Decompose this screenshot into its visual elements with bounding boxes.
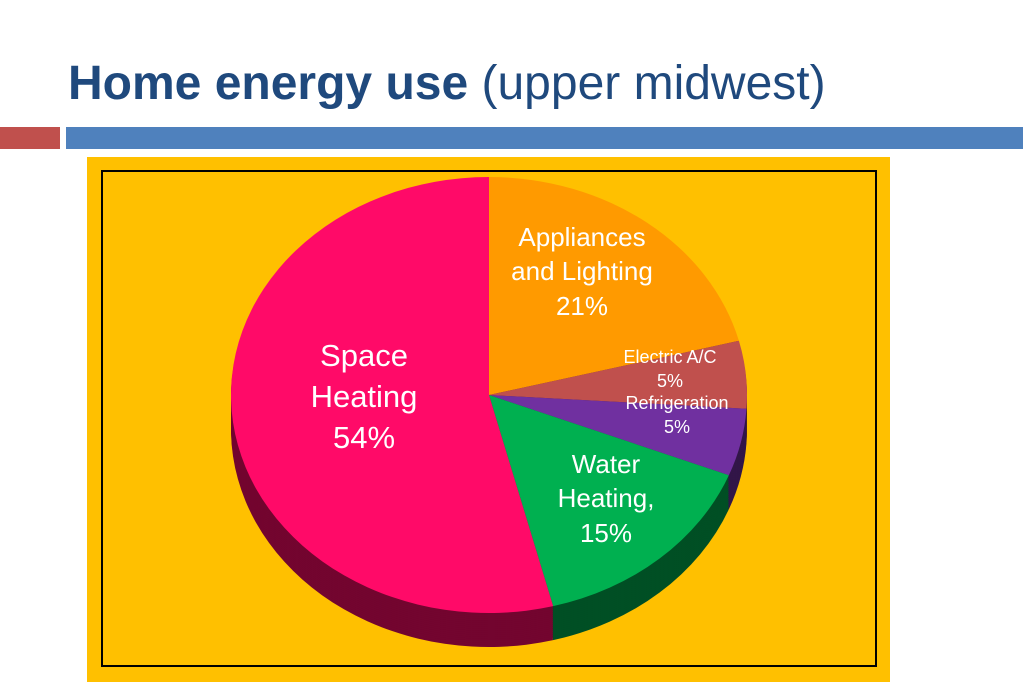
slice: [489, 340, 747, 409]
chart-title: Home energy use: [68, 57, 469, 110]
header-bar: [66, 127, 1023, 149]
title-line: Home energy use (upper midwest): [68, 56, 826, 111]
slice: [489, 395, 747, 476]
value-label: 5%: [656, 371, 683, 392]
category-label: Space Heating: [310, 338, 418, 414]
chart-border: [101, 170, 877, 667]
slice-label: Space Heating 54%: [289, 336, 439, 459]
category-label: Refrigeration: [625, 393, 729, 413]
value-label: 21%: [555, 290, 609, 321]
slice-label: Water Heating, 15%: [536, 447, 676, 550]
accent-bar: [0, 127, 60, 149]
slice-label: Refrigeration 5%: [607, 391, 747, 440]
value-label: 5%: [663, 417, 690, 438]
slice-label: Electric A/C 5%: [605, 345, 735, 394]
slice: [230, 177, 554, 614]
slice-label: Appliances and Lighting 21%: [502, 220, 662, 323]
chart-subtitle: (upper midwest): [481, 57, 826, 110]
slice: [489, 177, 739, 395]
slice: [489, 395, 729, 607]
category-label: Appliances and Lighting: [511, 222, 653, 287]
category-label: Water Heating,: [557, 449, 655, 514]
category-label: Electric A/C: [623, 347, 717, 367]
value-label: 15%: [579, 517, 633, 548]
value-label: 54%: [332, 419, 396, 455]
